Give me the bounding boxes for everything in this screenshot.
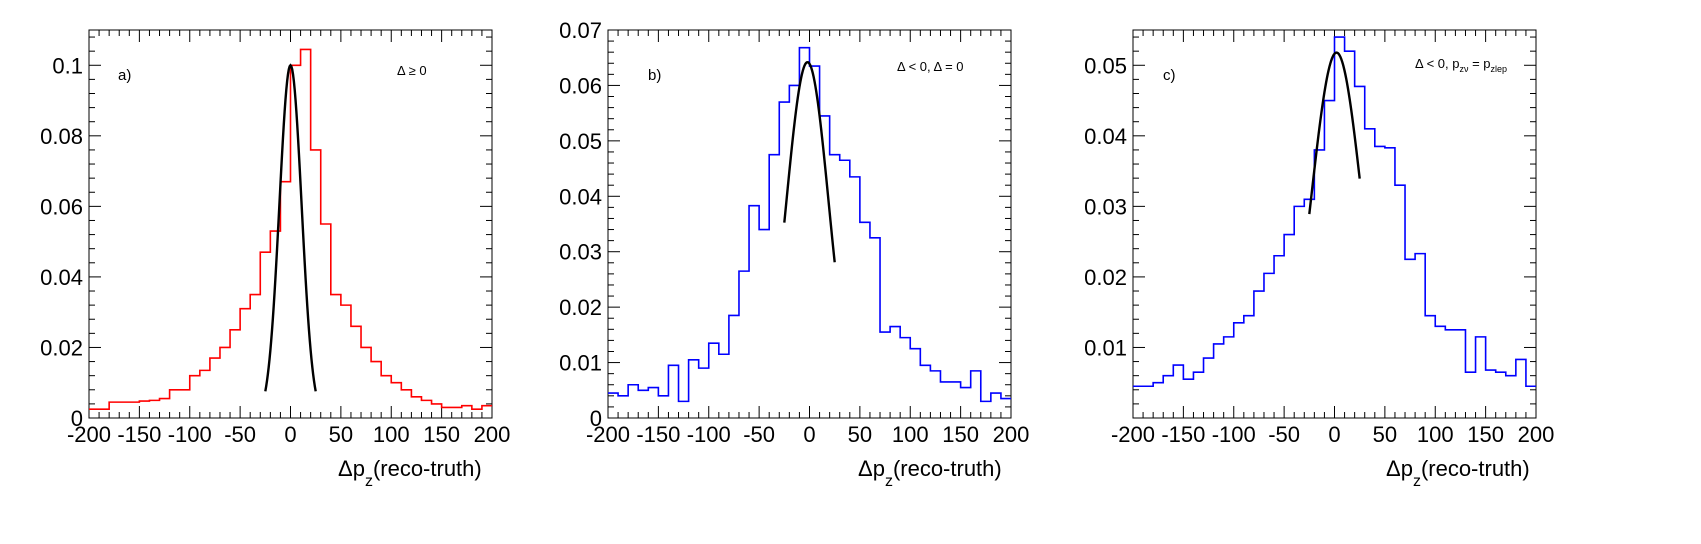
x-axis-label-main: Δp — [858, 456, 885, 481]
panel-label: b) — [648, 67, 661, 84]
panel-a: -200 -150 -100 -50 0 50 100 150 200 0 0.02 0.04 0.06… — [40, 29, 511, 490]
annotation-subscript: zν — [1459, 64, 1469, 74]
x-tick-label: 50 — [1373, 422, 1397, 447]
y-tick-label: 0.05 — [559, 129, 602, 154]
annotation-text: = p — [1468, 56, 1490, 71]
x-tick-label: 50 — [329, 422, 353, 447]
x-axis-label: Δpz(reco-truth) — [1386, 456, 1530, 490]
x-tick-label: -150 — [636, 422, 680, 447]
y-tick-label: 0 — [71, 406, 83, 431]
y-tick-label: 0.03 — [559, 240, 602, 265]
plot-frame — [607, 29, 1012, 419]
x-tick-label: 0 — [284, 422, 296, 447]
annotation-text: Δ ≥ 0 — [397, 63, 427, 78]
fit-curve — [783, 60, 836, 263]
x-axis-label: Δpz(reco-truth) — [858, 456, 1002, 490]
x-axis-label-rest: (reco-truth) — [1421, 456, 1530, 481]
x-axis-label-main: Δp — [338, 456, 365, 481]
panel-b: -200 -150 -100 -50 0 50 100 150 200 0 0.01 0.02 0.03… — [559, 18, 1029, 490]
x-tick-label: -100 — [687, 422, 731, 447]
y-tick-label: 0.03 — [1084, 194, 1127, 219]
x-tick-label: 200 — [1518, 422, 1555, 447]
x-tick-label: 0 — [1328, 422, 1340, 447]
x-tick-label: 100 — [1417, 422, 1454, 447]
y-tick-label: 0 — [590, 406, 602, 431]
x-tick-label: -200 — [67, 422, 111, 447]
y-tick-label: 0.06 — [559, 73, 602, 98]
y-tick-label: 0.02 — [40, 335, 83, 360]
y-tick-label: 0.1 — [52, 53, 83, 78]
y-tick-label: 0.04 — [1084, 124, 1127, 149]
y-tick-label: 0.01 — [1084, 335, 1127, 360]
annotation-text: Δ < 0, p — [1415, 56, 1459, 71]
panel-label: c) — [1163, 67, 1176, 84]
fit-curve — [1308, 51, 1361, 215]
x-tick-label: -50 — [224, 422, 256, 447]
x-axis-label-sub: z — [885, 473, 893, 490]
y-tick-label: 0.05 — [1084, 53, 1127, 78]
x-tick-label: 100 — [373, 422, 410, 447]
histogram-line — [1133, 36, 1536, 388]
y-tick-label: 0.02 — [559, 295, 602, 320]
y-tick-label: 0.08 — [40, 124, 83, 149]
x-tick-label: -50 — [1268, 422, 1300, 447]
histogram-line — [89, 48, 492, 410]
x-tick-label: 0 — [803, 422, 815, 447]
x-tick-label: -150 — [1161, 422, 1205, 447]
x-tick-label: -150 — [117, 422, 161, 447]
y-tick-label: 0.04 — [40, 265, 83, 290]
x-tick-label: -50 — [743, 422, 775, 447]
selection-annotation: Δ < 0, Δ = 0 — [897, 59, 964, 74]
x-tick-label: -100 — [168, 422, 212, 447]
x-tick-label: -200 — [586, 422, 630, 447]
x-tick-label: -200 — [1111, 422, 1155, 447]
x-tick-label: 150 — [942, 422, 979, 447]
panel-label: a) — [118, 67, 131, 84]
x-axis-label-sub: z — [1413, 473, 1421, 490]
x-tick-label: 150 — [423, 422, 460, 447]
x-tick-label: -100 — [1212, 422, 1256, 447]
y-tick-label: 0.02 — [1084, 265, 1127, 290]
panel-c: -200 -150 -100 -50 0 50 100 150 200 0.01 0.02 0.03 0… — [1084, 29, 1555, 490]
annotation-subscript: zlep — [1491, 64, 1508, 74]
x-tick-label: 200 — [993, 422, 1030, 447]
x-axis-label-rest: (reco-truth) — [893, 456, 1002, 481]
annotation-text: Δ < 0, Δ = 0 — [897, 59, 964, 74]
x-tick-label: 50 — [848, 422, 872, 447]
x-tick-label: 150 — [1467, 422, 1504, 447]
y-tick-label: 0.06 — [40, 194, 83, 219]
x-tick-label: 200 — [474, 422, 511, 447]
selection-annotation: Δ ≥ 0 — [397, 63, 427, 78]
x-axis-label-rest: (reco-truth) — [373, 456, 482, 481]
y-tick-label: 0.04 — [559, 184, 602, 209]
x-axis-label: Δpz(reco-truth) — [338, 456, 482, 490]
fit-curve — [264, 63, 317, 392]
selection-annotation: Δ < 0, pzν = pzlep — [1415, 56, 1507, 74]
y-tick-label: 0.01 — [559, 351, 602, 376]
x-axis-label-main: Δp — [1386, 456, 1413, 481]
y-tick-label: 0.07 — [559, 18, 602, 43]
histogram-line — [608, 46, 1011, 403]
x-axis-label-sub: z — [365, 473, 373, 490]
x-tick-label: 100 — [892, 422, 929, 447]
